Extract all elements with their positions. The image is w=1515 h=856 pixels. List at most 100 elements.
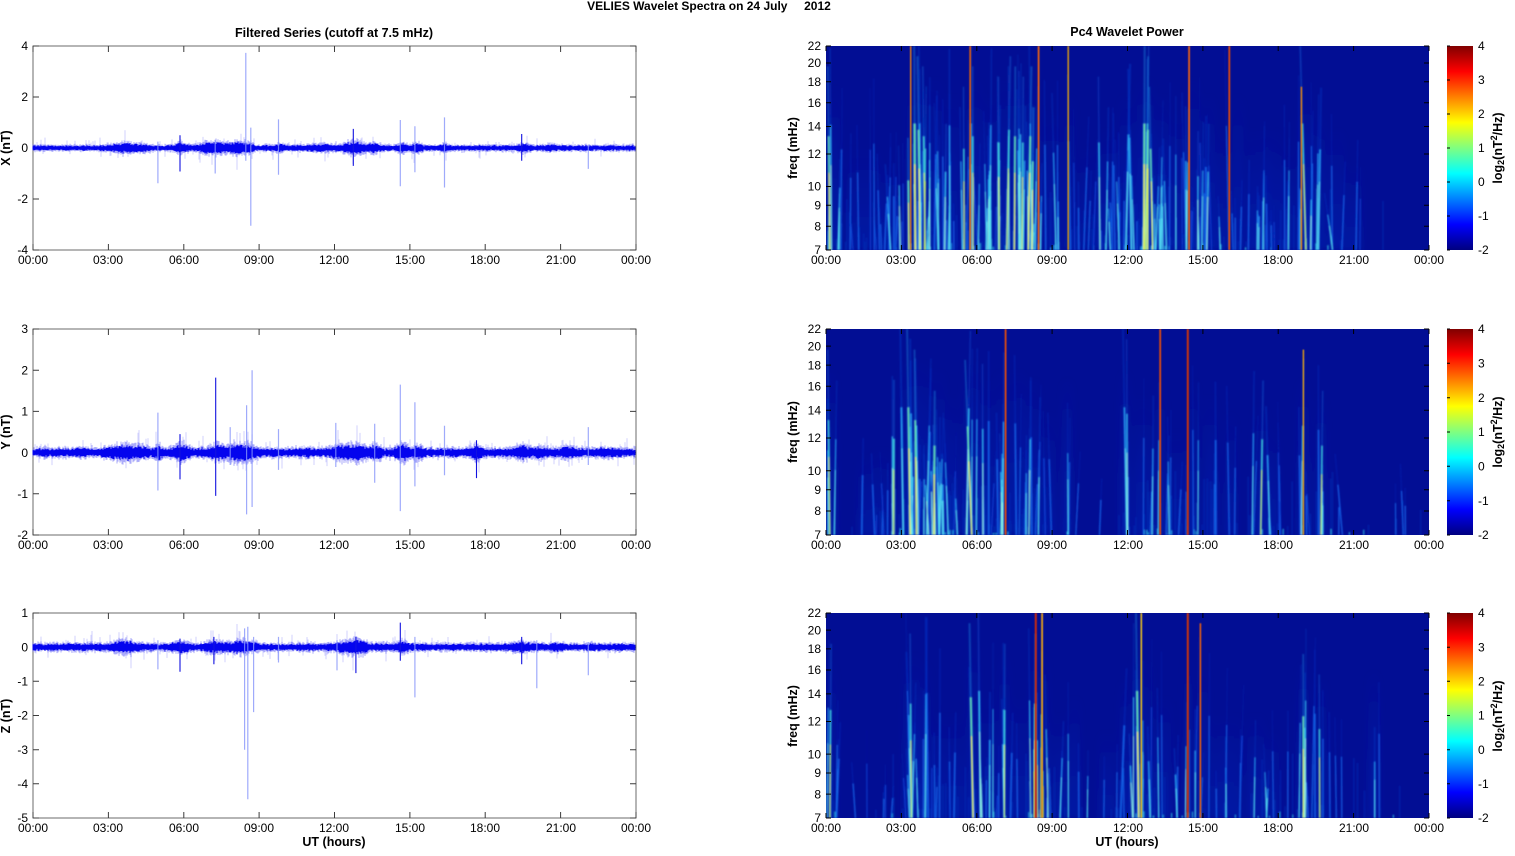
svg-text:Pc4 Wavelet Power: Pc4 Wavelet Power [1070,25,1184,39]
svg-text:-1: -1 [1478,209,1489,223]
svg-text:12:00: 12:00 [1113,538,1143,552]
svg-text:log2(nT2/Hz): log2(nT2/Hz) [1489,112,1506,183]
svg-text:03:00: 03:00 [886,538,916,552]
svg-text:00:00: 00:00 [18,538,48,552]
svg-text:2: 2 [1478,675,1485,689]
svg-text:15:00: 15:00 [395,253,425,267]
svg-text:-2: -2 [1478,811,1489,825]
svg-text:log2(nT2/Hz): log2(nT2/Hz) [1489,680,1506,751]
svg-text:00:00: 00:00 [1414,253,1444,267]
svg-text:4: 4 [1478,606,1485,620]
svg-text:21:00: 21:00 [546,253,576,267]
svg-text:09:00: 09:00 [244,821,274,835]
svg-text:14: 14 [808,404,822,418]
svg-text:15:00: 15:00 [395,538,425,552]
svg-text:-1: -1 [17,487,28,501]
svg-text:18: 18 [808,75,822,89]
svg-text:00:00: 00:00 [1414,538,1444,552]
svg-text:18:00: 18:00 [470,253,500,267]
svg-text:03:00: 03:00 [93,253,123,267]
svg-text:4: 4 [21,39,28,53]
svg-text:15:00: 15:00 [1188,253,1218,267]
svg-text:12:00: 12:00 [1113,253,1143,267]
svg-text:3: 3 [1478,73,1485,87]
svg-text:4: 4 [1478,322,1485,336]
svg-text:0: 0 [1478,460,1485,474]
svg-text:8: 8 [814,219,821,233]
svg-text:03:00: 03:00 [93,821,123,835]
svg-text:-2: -2 [17,528,28,542]
svg-text:15:00: 15:00 [1188,821,1218,835]
svg-text:16: 16 [808,96,822,110]
svg-text:Filtered Series (cutoff at 7.5: Filtered Series (cutoff at 7.5 mHz) [235,26,433,40]
svg-text:06:00: 06:00 [169,821,199,835]
svg-text:18:00: 18:00 [1263,538,1293,552]
svg-text:log2(nT2/Hz): log2(nT2/Hz) [1489,396,1506,467]
svg-text:0: 0 [1478,743,1485,757]
svg-text:0: 0 [21,141,28,155]
svg-text:0: 0 [21,640,28,654]
svg-text:-1: -1 [17,675,28,689]
svg-text:7: 7 [814,243,821,257]
svg-text:12:00: 12:00 [319,538,349,552]
svg-text:20: 20 [808,56,822,70]
svg-text:21:00: 21:00 [546,821,576,835]
svg-text:14: 14 [808,120,822,134]
svg-text:00:00: 00:00 [1414,821,1444,835]
svg-text:-2: -2 [1478,528,1489,542]
svg-text:9: 9 [814,483,821,497]
svg-text:06:00: 06:00 [962,253,992,267]
svg-text:00:00: 00:00 [18,253,48,267]
svg-text:1: 1 [21,405,28,419]
svg-text:3: 3 [21,322,28,336]
svg-text:3: 3 [1478,640,1485,654]
svg-text:18:00: 18:00 [1263,821,1293,835]
svg-text:3: 3 [1478,357,1485,371]
svg-text:00:00: 00:00 [811,253,841,267]
svg-text:18:00: 18:00 [470,538,500,552]
svg-text:14: 14 [808,687,822,701]
svg-text:X (nT): X (nT) [0,130,13,165]
svg-text:00:00: 00:00 [621,538,651,552]
svg-text:00:00: 00:00 [621,253,651,267]
svg-text:-2: -2 [17,192,28,206]
svg-text:-4: -4 [17,777,28,791]
svg-text:8: 8 [814,787,821,801]
svg-text:18:00: 18:00 [1263,253,1293,267]
svg-text:00:00: 00:00 [621,821,651,835]
svg-text:freq (mHz): freq (mHz) [786,685,800,747]
svg-text:12:00: 12:00 [1113,821,1143,835]
svg-text:09:00: 09:00 [244,253,274,267]
svg-text:9: 9 [814,198,821,212]
svg-text:-2: -2 [17,709,28,723]
svg-text:1: 1 [21,606,28,620]
svg-text:7: 7 [814,528,821,542]
svg-text:-1: -1 [1478,777,1489,791]
svg-text:09:00: 09:00 [1037,253,1067,267]
svg-text:10: 10 [808,747,822,761]
svg-text:freq (mHz): freq (mHz) [786,401,800,463]
svg-text:Z (nT): Z (nT) [0,699,13,734]
svg-text:UT (hours): UT (hours) [1095,835,1158,849]
svg-text:-2: -2 [1478,243,1489,257]
svg-text:2: 2 [1478,391,1485,405]
svg-text:21:00: 21:00 [1339,538,1369,552]
svg-text:03:00: 03:00 [886,253,916,267]
svg-text:18: 18 [808,358,822,372]
svg-text:03:00: 03:00 [886,821,916,835]
svg-text:2: 2 [21,363,28,377]
svg-text:2: 2 [21,90,28,104]
svg-text:9: 9 [814,766,821,780]
svg-text:0: 0 [1478,175,1485,189]
svg-text:06:00: 06:00 [169,253,199,267]
svg-text:1: 1 [1478,425,1485,439]
svg-text:20: 20 [808,623,822,637]
svg-text:VELIES Wavelet Spectra on 24 J: VELIES Wavelet Spectra on 24 July 2012 [587,0,831,13]
svg-text:20: 20 [808,339,822,353]
svg-text:06:00: 06:00 [962,538,992,552]
svg-text:18:00: 18:00 [470,821,500,835]
svg-text:09:00: 09:00 [1037,821,1067,835]
svg-text:09:00: 09:00 [1037,538,1067,552]
svg-text:-1: -1 [1478,494,1489,508]
svg-text:15:00: 15:00 [395,821,425,835]
